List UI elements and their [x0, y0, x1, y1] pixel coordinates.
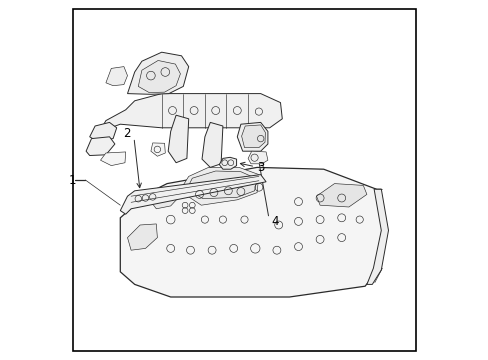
- Polygon shape: [127, 224, 157, 250]
- Polygon shape: [179, 167, 258, 205]
- Polygon shape: [99, 94, 282, 133]
- Polygon shape: [106, 67, 127, 86]
- Polygon shape: [316, 184, 366, 207]
- Text: 2: 2: [122, 127, 130, 140]
- Polygon shape: [120, 175, 265, 214]
- Polygon shape: [101, 152, 125, 166]
- Polygon shape: [219, 157, 236, 169]
- Polygon shape: [202, 122, 223, 167]
- Polygon shape: [241, 125, 265, 148]
- Polygon shape: [127, 52, 188, 94]
- Polygon shape: [86, 137, 115, 156]
- Text: 4: 4: [271, 215, 279, 228]
- Polygon shape: [247, 151, 267, 164]
- Text: 1: 1: [68, 174, 76, 186]
- Polygon shape: [151, 189, 179, 209]
- Polygon shape: [89, 122, 117, 141]
- Polygon shape: [237, 122, 267, 151]
- Polygon shape: [186, 171, 257, 199]
- Polygon shape: [168, 115, 188, 163]
- Polygon shape: [151, 143, 165, 156]
- Text: 3: 3: [257, 161, 264, 174]
- Polygon shape: [138, 60, 180, 93]
- Polygon shape: [366, 189, 387, 284]
- Polygon shape: [120, 167, 386, 297]
